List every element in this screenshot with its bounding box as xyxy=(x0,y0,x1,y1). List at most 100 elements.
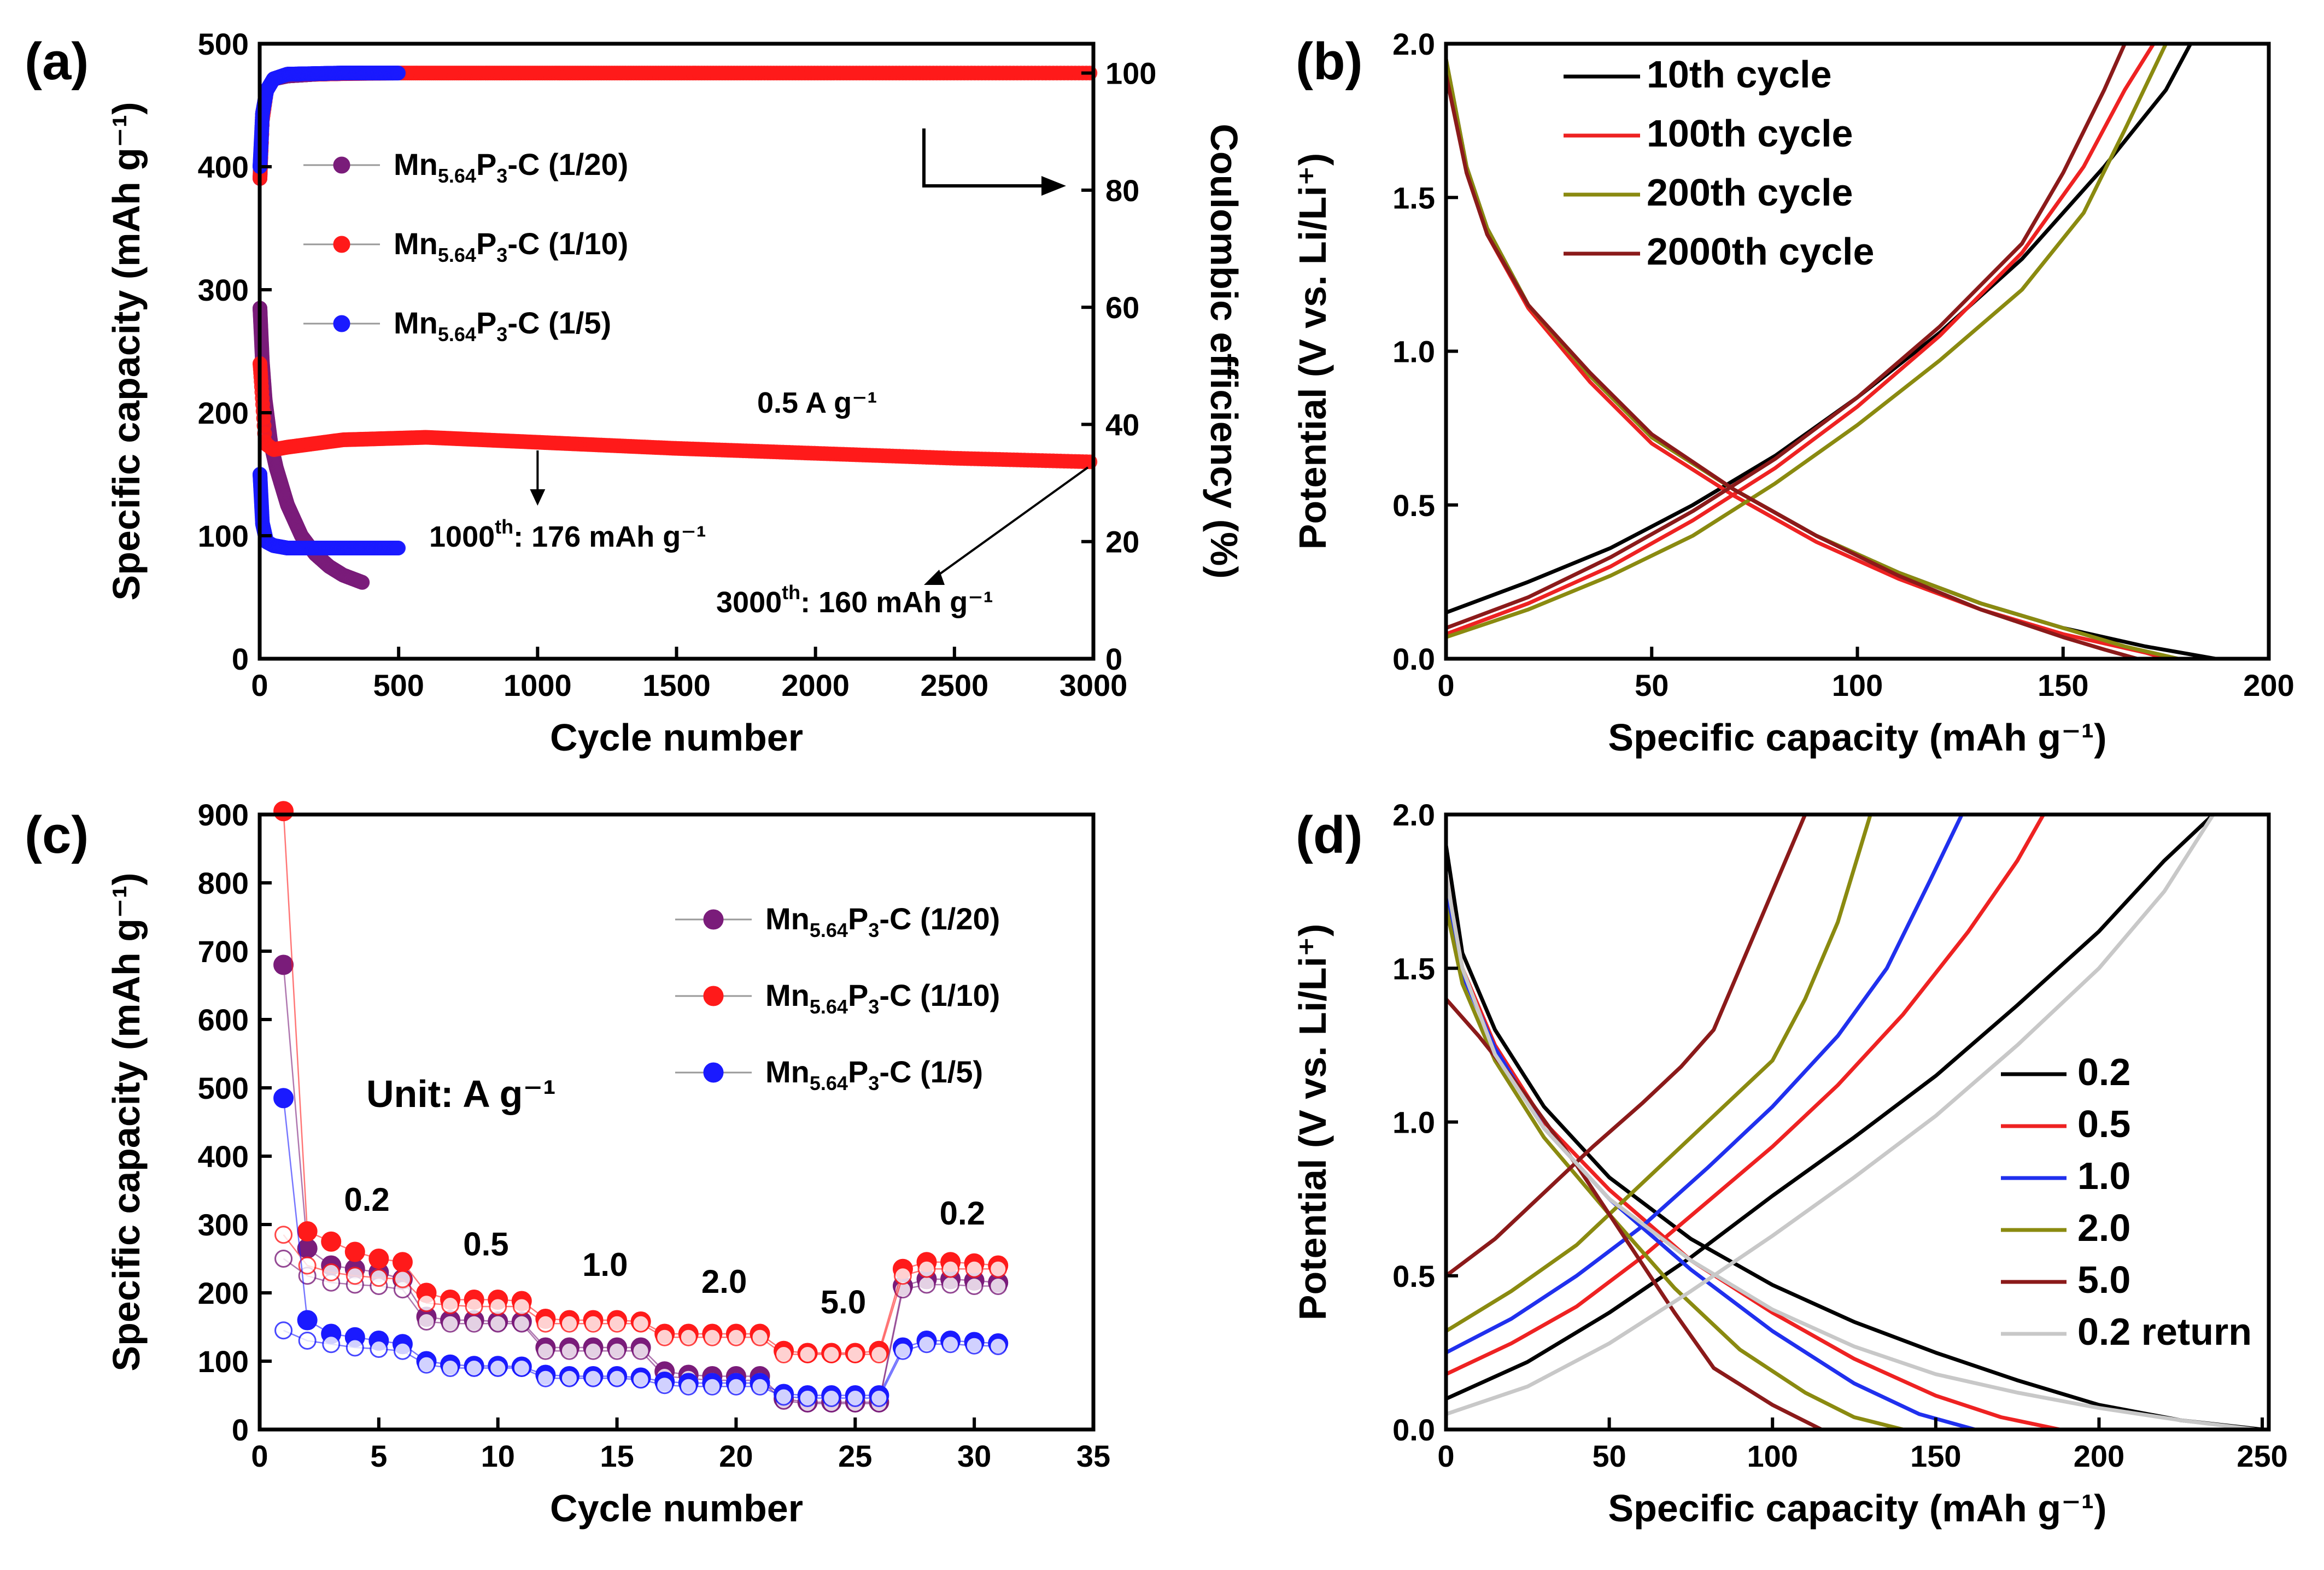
panel-b-ylabel: Potential (V vs. Li/Li⁺) xyxy=(1291,153,1334,549)
panel-d-legend-label: 5.0 xyxy=(2077,1258,2130,1301)
panel-a-arrowhead-3000 xyxy=(924,570,945,585)
panel-c-data-point xyxy=(321,1231,342,1252)
panel-a-y2tick-label: 0 xyxy=(1105,642,1122,676)
panel-c-data-point-hollow xyxy=(489,1314,507,1333)
panel-d-curve-discharge xyxy=(1446,845,2263,1430)
panel-c-unit-label: Unit: A g⁻¹ xyxy=(366,1073,556,1115)
panel-c-legend-label: Mn5.64P3-C (1/5) xyxy=(765,1055,983,1094)
panel-a-xlabel: Cycle number xyxy=(550,716,803,759)
panel-a-annotation-1000: 1000th: 176 mAh g⁻¹ xyxy=(429,515,706,553)
panel-c-data-point-hollow xyxy=(584,1341,602,1360)
panel-a-xtick-label: 1500 xyxy=(642,668,711,702)
panel-d-curve-charge xyxy=(1446,815,1964,1355)
panel-c-data-point-hollow xyxy=(631,1370,650,1389)
panel-c-data-point-hollow xyxy=(870,1345,888,1363)
panel-d-ytick-label: 1.5 xyxy=(1392,951,1435,986)
panel-c-data-point-hollow xyxy=(608,1314,627,1333)
panel-b-xtick-label: 200 xyxy=(2243,668,2294,702)
panel-b-ytick-label: 0.0 xyxy=(1392,642,1435,676)
panel-c-data-point-hollow xyxy=(465,1359,483,1377)
panel-c-data-point-hollow xyxy=(536,1314,555,1333)
panel-c-data-point-hollow xyxy=(370,1269,388,1287)
panel-b-legend-label: 2000th cycle xyxy=(1647,230,1874,273)
panel-c-data-point-hollow xyxy=(608,1341,627,1360)
panel-a-arrowhead-1000 xyxy=(530,489,546,506)
panel-d-xlabel: Specific capacity (mAh g⁻¹) xyxy=(1608,1487,2106,1530)
panel-c-legend-marker xyxy=(703,909,724,930)
panel-a-y2tick-label: 100 xyxy=(1105,56,1156,91)
panel-c-data-point-hollow xyxy=(560,1314,578,1333)
panel-a-ytick-label: 300 xyxy=(198,273,249,307)
panel-c-legend-marker xyxy=(703,1062,724,1083)
panel-c-data-point-hollow xyxy=(965,1277,984,1295)
data-point xyxy=(391,541,406,555)
panel-c-ytick-label: 100 xyxy=(198,1344,249,1379)
panel-c-data-point-hollow xyxy=(274,1250,293,1268)
panel-a-xtick-label: 500 xyxy=(373,668,424,702)
panel-a-legend-label: Mn5.64P3-C (1/20) xyxy=(394,147,628,187)
series-1-10-CE xyxy=(253,66,1098,186)
panel-a-ylabel: Specific capacity (mAh g⁻¹) xyxy=(105,102,148,600)
panel-c-data-point-hollow xyxy=(489,1297,507,1316)
panel-c-data-point-hollow xyxy=(655,1328,674,1346)
panel-c-data-point-hollow xyxy=(917,1259,936,1278)
panel-c-data-point-hollow xyxy=(727,1328,745,1346)
panel-c-data-point-hollow xyxy=(298,1256,317,1275)
panel-b-xtick-label: 0 xyxy=(1437,668,1454,702)
panel-c-data-point-hollow xyxy=(512,1297,531,1316)
panel-d-ytick-label: 2.0 xyxy=(1392,798,1435,832)
panel-c-data-point-hollow xyxy=(822,1345,841,1363)
panel-d-ytick-label: 1.0 xyxy=(1392,1105,1435,1140)
panel-d-xtick-label: 100 xyxy=(1747,1439,1798,1473)
panel-c-data-point-hollow xyxy=(631,1341,650,1360)
panel-c-data-point-hollow xyxy=(465,1314,483,1333)
panel-a-xtick-label: 1000 xyxy=(504,668,572,702)
panel-c-data-point-hollow xyxy=(703,1328,722,1346)
panel-c-data-point-hollow xyxy=(441,1296,460,1314)
panel-c-legend-marker xyxy=(703,986,724,1006)
panel-c-data-point-hollow xyxy=(441,1359,460,1377)
panel-c-rate-label: 0.2 xyxy=(940,1195,985,1232)
panel-c-data-point-hollow xyxy=(417,1313,436,1331)
panel-c-data-point-hollow xyxy=(679,1377,698,1396)
panel-c-data-point-hollow xyxy=(370,1340,388,1358)
data-point xyxy=(355,575,370,590)
series-1-10-capacity xyxy=(253,356,1098,470)
panel-c-data-point-hollow xyxy=(584,1369,602,1387)
panel-a-xtick-label: 3000 xyxy=(1059,668,1128,702)
panel-c-data-point xyxy=(273,1088,294,1109)
panel-c-rate-label: 5.0 xyxy=(821,1284,866,1321)
panel-c-data-point-hollow xyxy=(679,1328,698,1346)
panel-b-curve-charge xyxy=(1446,44,2156,636)
panel-d-curve-charge xyxy=(1446,815,2045,1376)
panel-c-data-point-hollow xyxy=(941,1335,960,1354)
panel-d-curve-discharge xyxy=(1446,891,1976,1430)
panel-c-data-point-hollow xyxy=(703,1377,722,1396)
panel-b-panel-label: (b) xyxy=(1296,32,1363,91)
panel-c-ytick-label: 900 xyxy=(198,798,249,832)
panel-b-xtick-label: 150 xyxy=(2038,668,2088,702)
panel-c-data-point-hollow xyxy=(846,1345,864,1363)
panel-a-xtick-label: 0 xyxy=(251,668,268,702)
panel-d-legend-label: 1.0 xyxy=(2077,1155,2130,1197)
panel-c-data-point-hollow xyxy=(608,1369,627,1387)
panel-b-ytick-label: 0.5 xyxy=(1392,488,1435,523)
panel-a-annotation-3000: 3000th: 160 mAh g⁻¹ xyxy=(716,581,993,619)
panel-d-legend-label: 0.5 xyxy=(2077,1103,2130,1145)
panel-c-data-point-hollow xyxy=(893,1341,912,1360)
panel-c-data-point-hollow xyxy=(393,1341,412,1360)
panel-d-legend-label: 0.2 return xyxy=(2077,1310,2252,1353)
data-point xyxy=(391,66,406,81)
panel-a-legend-marker xyxy=(333,156,350,174)
panel-c-ytick-label: 700 xyxy=(198,934,249,969)
panel-c-data-point-hollow xyxy=(822,1389,841,1407)
panel-c-rate-label: 1.0 xyxy=(582,1246,628,1283)
panel-b-xlabel: Specific capacity (mAh g⁻¹) xyxy=(1608,716,2106,759)
panel-d-xtick-label: 150 xyxy=(1910,1439,1961,1473)
panel-d-curve-discharge xyxy=(1446,875,2256,1430)
panel-a-panel-label: (a) xyxy=(25,32,89,91)
panel-d-xtick-label: 50 xyxy=(1592,1439,1626,1473)
panel-c-ytick-label: 400 xyxy=(198,1139,249,1174)
panel-c-ytick-label: 600 xyxy=(198,1003,249,1037)
